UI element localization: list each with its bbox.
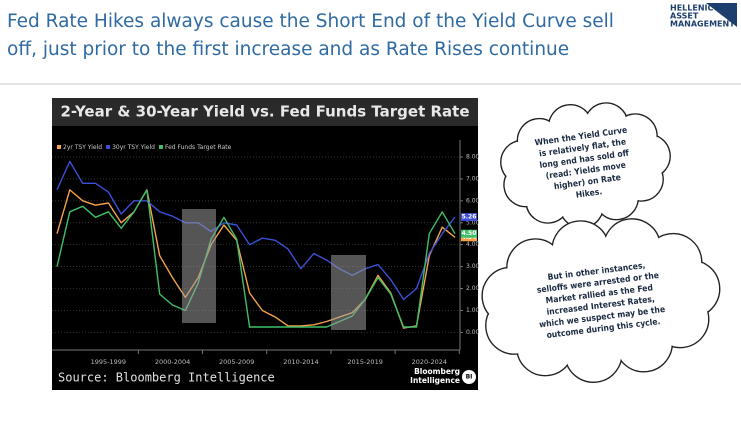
end-label-box (461, 229, 477, 238)
highlight-box (331, 255, 366, 330)
slide-title: Fed Rate Hikes always cause the Short En… (7, 11, 614, 32)
slide-title: off, just prior to the first increase an… (7, 39, 569, 60)
brand-badge-text: BI (466, 374, 473, 381)
source: Source: Bloomberg Intelligence (58, 371, 275, 385)
y-tick-label: 2.00 (466, 285, 480, 292)
x-tick-label: 2020-2024 (412, 358, 447, 366)
y-tick-label: 3.00 (466, 263, 480, 270)
brand: Intelligence (410, 376, 460, 385)
end-label: 4.50 (462, 230, 477, 237)
series-line (56, 189, 456, 329)
chart-header (52, 98, 478, 126)
x-tick-label: 2015-2019 (347, 358, 382, 366)
y-tick-label: 7.00 (466, 175, 480, 182)
cloud-fill (508, 246, 692, 354)
legend-swatch (57, 145, 61, 149)
y-tick-label: 8.00 (466, 153, 480, 160)
legend-label: 30yr TSY Yield (112, 144, 155, 151)
y-tick-label: 1.00 (466, 307, 480, 314)
callout: But in other instances,selloffs were arr… (481, 218, 721, 383)
legend-swatch (158, 145, 163, 149)
highlight-box (182, 209, 216, 323)
y-tick-label: 0.00 (466, 329, 480, 336)
legend-swatch (106, 145, 111, 149)
chart-title: 2-Year & 30-Year Yield vs. Fed Funds Tar… (60, 103, 469, 121)
y-tick-label: 6.00 (466, 197, 480, 204)
x-tick-label: 2000-2004 (155, 358, 190, 366)
logo-text: ASSET (670, 12, 699, 21)
end-label-box (461, 213, 477, 222)
logo-mark (706, 3, 737, 27)
logo-text: MANAGEMENT (670, 20, 735, 29)
y-tick-label: 5.00 (466, 219, 480, 226)
plot: 0.00 1.00 2.00 3.00 4.00 5.00 6.00 7.00 8.00 1995… (52, 140, 480, 366)
end-label: 5.26 (462, 214, 477, 221)
y-tick-label: 4.00 (466, 241, 480, 248)
logo: HELLENIC ASSET MANAGEMENT (670, 3, 737, 29)
callout-text: Hikes. (575, 187, 603, 201)
brand: Bloomberg (414, 367, 460, 376)
logo-text: HELLENIC (670, 4, 713, 13)
x-tick-label: 1995-1999 (91, 358, 126, 366)
brand-badge (462, 370, 476, 384)
series-line (56, 189, 456, 328)
chart-background (52, 98, 478, 390)
series-line (56, 160, 456, 301)
cloud-fill (521, 123, 649, 207)
legend-label: Fed Funds Target Rate (165, 144, 232, 151)
legend-label: 2yr TSY Yield (63, 144, 102, 151)
x-tick-label: 2005-2009 (219, 358, 254, 366)
x-tick-label: 2010-2014 (283, 358, 318, 366)
